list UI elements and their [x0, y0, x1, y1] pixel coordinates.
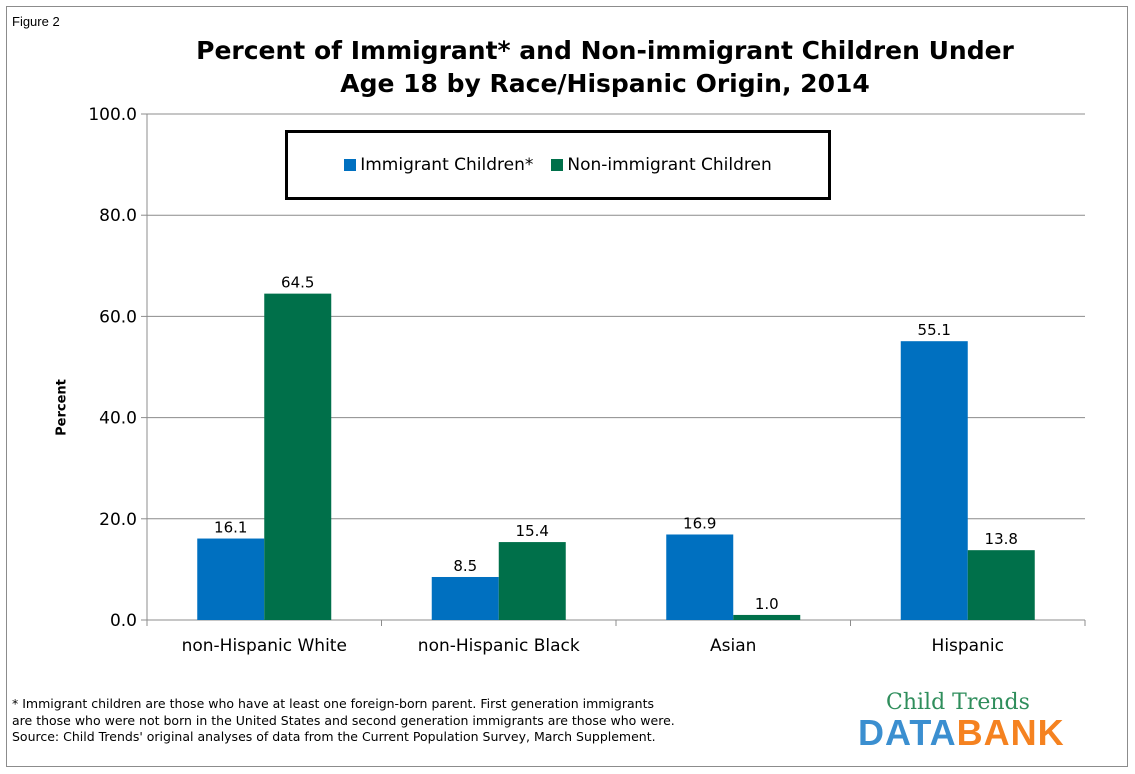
y-axis-label: Percent	[54, 379, 70, 436]
legend-item-immigrant: Immigrant Children*	[344, 155, 533, 175]
bar	[431, 576, 499, 620]
data-label: 1.0	[755, 595, 779, 613]
data-label: 8.5	[453, 557, 477, 575]
footnote-line-1: * Immigrant children are those who have …	[12, 696, 654, 711]
legend-swatch-non-immigrant	[551, 159, 564, 171]
logo-bank-part: BANK	[956, 712, 1065, 753]
data-label: 13.8	[985, 530, 1018, 548]
bar	[733, 614, 801, 620]
data-label: 16.9	[683, 514, 716, 532]
y-tick-label: 0.0	[110, 611, 137, 631]
bar	[498, 542, 566, 620]
footnote: * Immigrant children are those who have …	[12, 696, 852, 746]
figure-label: Figure 2	[12, 14, 60, 29]
bar	[197, 538, 265, 620]
data-label: 16.1	[214, 519, 247, 537]
y-tick-label: 40.0	[99, 409, 137, 429]
y-tick-label: 60.0	[99, 307, 137, 327]
bar	[967, 550, 1035, 620]
chart-title-line-1: Percent of Immigrant* and Non-immigrant …	[196, 36, 1014, 65]
chart-title: Percent of Immigrant* and Non-immigrant …	[100, 34, 1110, 100]
legend-label-non-immigrant: Non-immigrant Children	[567, 155, 772, 175]
logo-databank-text: DATABANK	[858, 712, 1065, 754]
bar	[900, 341, 968, 620]
logo-data-part: DATA	[858, 712, 957, 753]
y-tick-label: 80.0	[99, 206, 137, 226]
legend-swatch-immigrant	[344, 159, 357, 171]
bar	[666, 534, 734, 620]
chart-legend: Immigrant Children* Non-immigrant Childr…	[285, 130, 831, 200]
y-tick-label: 100.0	[88, 105, 137, 125]
y-tick-label: 20.0	[99, 510, 137, 530]
child-trends-databank-logo: Child Trends DATABANK	[858, 688, 1128, 758]
x-tick-label: non-Hispanic White	[182, 636, 347, 656]
data-label: 15.4	[516, 522, 549, 540]
data-label: 64.5	[281, 274, 314, 292]
logo-child-trends-text: Child Trends	[886, 690, 1030, 715]
chart-title-line-2: Age 18 by Race/Hispanic Origin, 2014	[340, 69, 870, 98]
x-tick-label: Asian	[710, 636, 756, 656]
legend-item-non-immigrant: Non-immigrant Children	[551, 155, 772, 175]
legend-label-immigrant: Immigrant Children*	[360, 155, 534, 175]
x-tick-label: Hispanic	[932, 636, 1004, 656]
footnote-line-3: Source: Child Trends' original analyses …	[12, 729, 656, 744]
data-label: 55.1	[918, 321, 951, 339]
x-tick-label: non-Hispanic Black	[418, 636, 580, 656]
footnote-line-2: are those who were not born in the Unite…	[12, 712, 675, 728]
bar	[264, 293, 332, 620]
